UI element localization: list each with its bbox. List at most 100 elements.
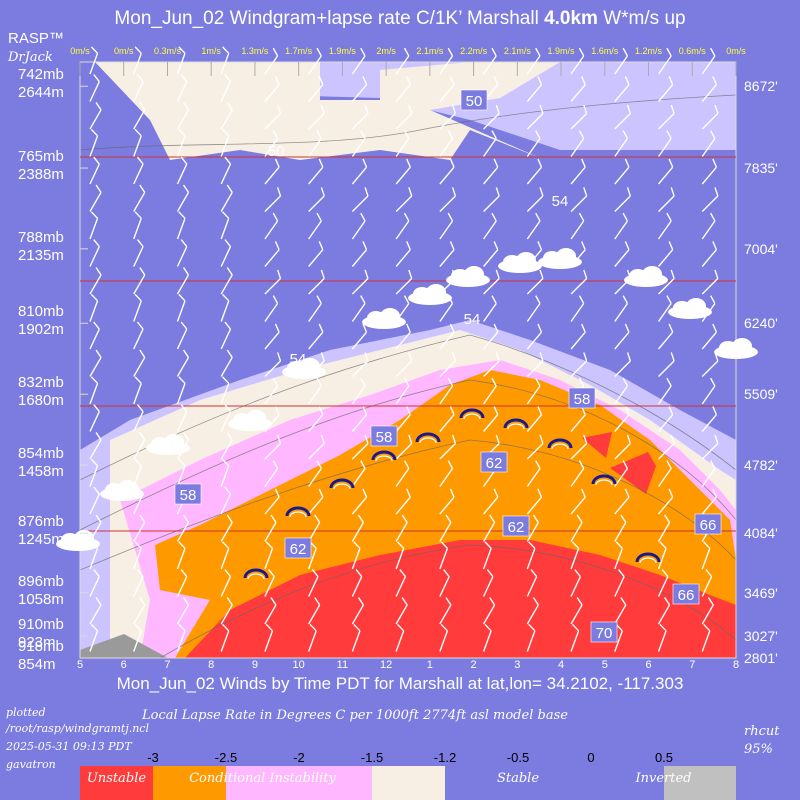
wind-barb	[176, 569, 188, 597]
wind-barb	[220, 514, 233, 542]
wind-barb	[483, 352, 500, 377]
wstar-label: 0m/s	[113, 46, 134, 56]
wind-barb	[395, 623, 405, 652]
wind-barb	[395, 212, 410, 240]
altitude-label: 4084'	[744, 525, 778, 542]
wind-barb	[614, 488, 630, 515]
wind-barb	[701, 323, 718, 350]
wind-barb	[657, 241, 674, 267]
wind-barb	[439, 623, 449, 652]
svg-text:54: 54	[464, 311, 481, 328]
wind-barb	[701, 460, 716, 487]
contour-lines	[80, 94, 736, 658]
wind-barb	[483, 269, 500, 295]
contour-label: 58	[174, 483, 202, 505]
wind-barb	[395, 377, 410, 405]
wind-barb	[614, 434, 632, 460]
lapse-scale-segment	[664, 766, 736, 800]
wind-barb	[483, 377, 497, 405]
pressure-label: 765mb	[18, 148, 64, 166]
height-label: 2644m	[18, 84, 64, 102]
wind-barb	[570, 104, 588, 130]
wind-barb	[264, 434, 282, 460]
wind-barb	[482, 569, 494, 597]
lapse-scale-tick: -2.5	[214, 750, 238, 765]
wstar-label: 2.1m/s	[503, 46, 531, 56]
svg-text:66: 66	[700, 517, 717, 534]
lapse-scale-tick: -0.5	[506, 750, 530, 765]
wind-barb	[176, 376, 186, 405]
wind-barb	[657, 488, 674, 515]
wind-barb	[439, 104, 457, 130]
lapse-scale-segment	[153, 766, 226, 800]
wind-barb	[176, 321, 188, 350]
wind-barb	[570, 434, 588, 460]
wind-barb	[351, 434, 369, 460]
contour-label: 62	[284, 537, 312, 559]
wind-barb	[439, 597, 452, 625]
wind-barb	[264, 241, 280, 267]
wind-barb	[176, 514, 190, 542]
height-label: 2388m	[18, 166, 64, 184]
svg-text:50: 50	[466, 93, 483, 110]
wind-barb	[395, 514, 408, 542]
wind-barb	[308, 460, 322, 487]
lapse-scale-tick: -3	[147, 750, 159, 765]
terrain	[80, 634, 168, 658]
wind-barb	[264, 295, 279, 322]
wind-barb	[482, 514, 496, 542]
wind-barb	[658, 104, 675, 130]
pressure-label: 832mb	[18, 374, 64, 392]
wind-barb	[614, 187, 632, 212]
wind-barb	[220, 486, 232, 515]
wind-barb	[133, 293, 142, 322]
thermal-arc-icon	[459, 408, 485, 420]
wind-barb	[439, 158, 455, 185]
contour-label: 66	[694, 513, 722, 535]
wind-barb	[483, 488, 499, 515]
wind-barb	[264, 597, 277, 625]
wind-barb	[89, 404, 100, 432]
wind-barb	[220, 569, 232, 597]
wind-barb	[482, 623, 492, 652]
wind-barb	[264, 377, 279, 405]
wind-barb	[483, 104, 500, 130]
wind-barb	[614, 569, 625, 597]
svg-text:62: 62	[486, 455, 503, 472]
contour-label: 54	[464, 311, 481, 328]
cloud-icon	[362, 308, 406, 329]
thermal-markers	[243, 408, 661, 580]
wind-barb	[439, 514, 452, 542]
wind-barb	[657, 406, 674, 432]
hour-label: 7	[689, 659, 696, 671]
wind-barb	[658, 187, 675, 212]
wind-barb	[526, 47, 541, 75]
wind-barb	[89, 623, 99, 652]
thermal-arc-icon	[591, 474, 617, 486]
wind-barb	[264, 187, 282, 212]
thermal-arc-icon	[635, 552, 661, 564]
wind-barb	[614, 406, 630, 432]
altitude-label: 8672'	[744, 78, 778, 95]
hour-label: 2	[470, 659, 477, 671]
hour-label: 1	[426, 659, 433, 671]
wind-barb	[264, 47, 279, 75]
brand-author: DrJack	[8, 50, 53, 65]
contour-label: 58	[370, 425, 398, 447]
wind-barb	[220, 376, 230, 405]
wind-barb	[570, 597, 583, 625]
wind-barb	[89, 486, 100, 515]
svg-text:62: 62	[508, 519, 525, 536]
wind-barb	[701, 76, 718, 102]
cloud-icon	[282, 358, 326, 379]
wind-barb	[351, 488, 368, 515]
wind-barb	[176, 597, 190, 625]
altitude-label: 7004'	[744, 240, 778, 257]
wind-barb	[395, 76, 411, 102]
wstar-label: 1.6m/s	[591, 46, 619, 56]
wind-barb	[351, 623, 361, 652]
wstar-label: 1.7m/s	[285, 46, 313, 56]
altitude-label: 4782'	[744, 457, 778, 474]
wind-barb	[526, 514, 539, 542]
wstar-label: 2.2m/s	[460, 46, 488, 56]
